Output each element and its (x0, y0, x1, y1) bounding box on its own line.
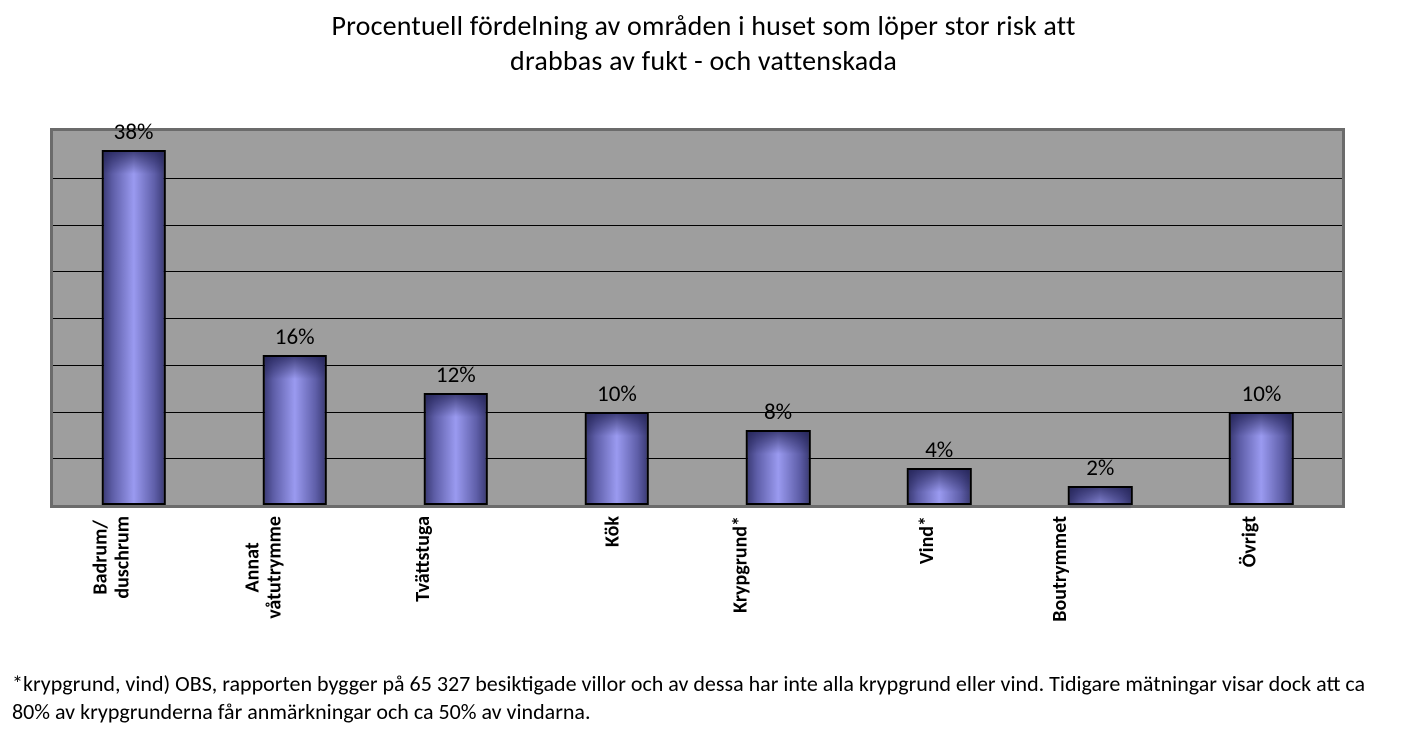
bar-top-shade (587, 414, 647, 436)
bar-slot: 2% (1020, 131, 1181, 505)
plot-area: 38% 16% 12% 10% 8% 4% 2% 10% (50, 128, 1345, 508)
bar: 8% (746, 430, 810, 505)
bar-slot: 10% (1181, 131, 1342, 505)
bar: 10% (1229, 412, 1293, 506)
bar-top-shade (264, 357, 324, 379)
x-axis-label: Boutrymmet (1049, 516, 1071, 622)
x-axis-label: Övrigt (1238, 516, 1260, 567)
bar-slot: 8% (698, 131, 859, 505)
bar-top-shade (909, 470, 969, 492)
x-axis-label: Kök (601, 516, 623, 547)
x-axis-label: Annatvåtutrymme (241, 516, 285, 619)
bar-top-shade (1231, 414, 1291, 436)
chart-title: Procentuell fördelning av områden i huse… (0, 0, 1407, 88)
bar-top-shade (748, 432, 808, 454)
bar-slot: 38% (53, 131, 214, 505)
bars-container: 38% 16% 12% 10% 8% 4% 2% 10% (53, 131, 1342, 505)
chart-title-line1: Procentuell fördelning av områden i huse… (331, 8, 1075, 43)
bar-slot: 12% (375, 131, 536, 505)
bar: 4% (907, 468, 971, 505)
bar-slot: 10% (536, 131, 697, 505)
bar-value-label: 10% (597, 380, 637, 408)
bar-slot: 16% (214, 131, 375, 505)
x-axis-label: Vind* (916, 516, 938, 564)
figure: Procentuell fördelning av områden i huse… (0, 0, 1407, 733)
bar-value-label: 12% (436, 361, 476, 389)
bar-value-label: 38% (114, 118, 154, 146)
bar-slot: 4% (859, 131, 1020, 505)
bar: 12% (424, 393, 488, 505)
x-axis-label: Tvättstuga (412, 516, 434, 602)
bar-top-shade (426, 395, 486, 417)
x-axis-label: Krypgrund* (730, 516, 752, 613)
chart-title-line2: drabbas av fukt - och vattenskada (510, 43, 897, 78)
bar: 10% (585, 412, 649, 506)
bar-value-label: 2% (1086, 454, 1114, 482)
bar-value-label: 10% (1242, 380, 1282, 408)
x-axis-label: Badrum/duschrum (90, 516, 134, 599)
footnote-text: *krypgrund, vind) OBS, rapporten bygger … (12, 670, 1395, 725)
bar-value-label: 8% (764, 398, 792, 426)
x-axis-labels: Badrum/duschrum Annatvåtutrymme Tvättstuga… (50, 516, 1345, 656)
bar-value-label: 4% (925, 436, 953, 464)
bar-top-shade (103, 152, 163, 174)
bar: 16% (262, 355, 326, 505)
bar: 38% (101, 150, 165, 505)
bar-top-shade (1070, 488, 1130, 510)
bar-value-label: 16% (275, 323, 315, 351)
bar: 2% (1068, 486, 1132, 505)
